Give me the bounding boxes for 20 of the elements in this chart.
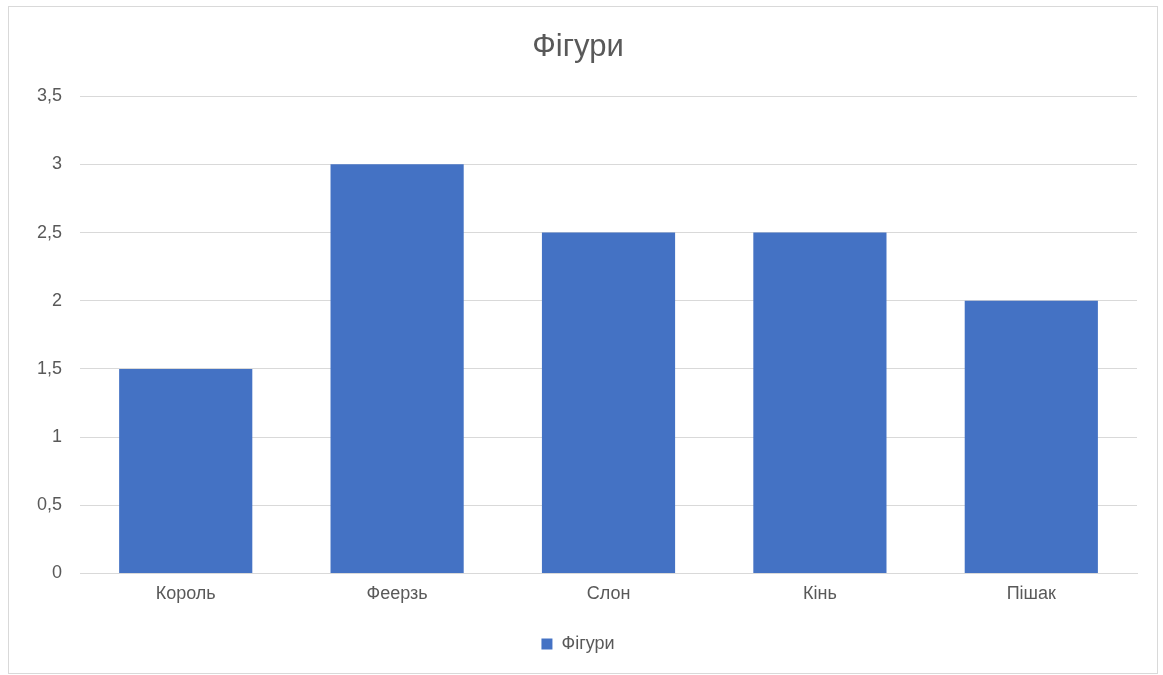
y-tick-label: 2 bbox=[52, 289, 63, 310]
chart-title: Фігури bbox=[532, 28, 624, 64]
bar bbox=[964, 300, 1098, 573]
y-tick-label: 1 bbox=[52, 426, 63, 447]
x-tick-label: Кінь bbox=[803, 583, 837, 604]
y-tick-label: 0 bbox=[52, 562, 63, 583]
y-tick-label: 3 bbox=[52, 153, 63, 174]
y-tick-label: 1,5 bbox=[36, 357, 63, 378]
bar bbox=[119, 368, 253, 573]
x-tick-label: Слон bbox=[586, 583, 631, 604]
y-tick-label: 2,5 bbox=[36, 221, 63, 242]
x-tick-label: Пішак bbox=[1006, 583, 1057, 604]
y-tick-label: 0,5 bbox=[36, 494, 63, 515]
x-tick-label: Король bbox=[155, 583, 216, 604]
legend-label: Фігури bbox=[561, 632, 615, 653]
bar bbox=[753, 232, 887, 573]
bar bbox=[330, 164, 464, 573]
bar bbox=[541, 232, 676, 573]
x-tick-label: Феерзь bbox=[366, 583, 428, 604]
y-tick-label: 3,5 bbox=[36, 85, 63, 106]
